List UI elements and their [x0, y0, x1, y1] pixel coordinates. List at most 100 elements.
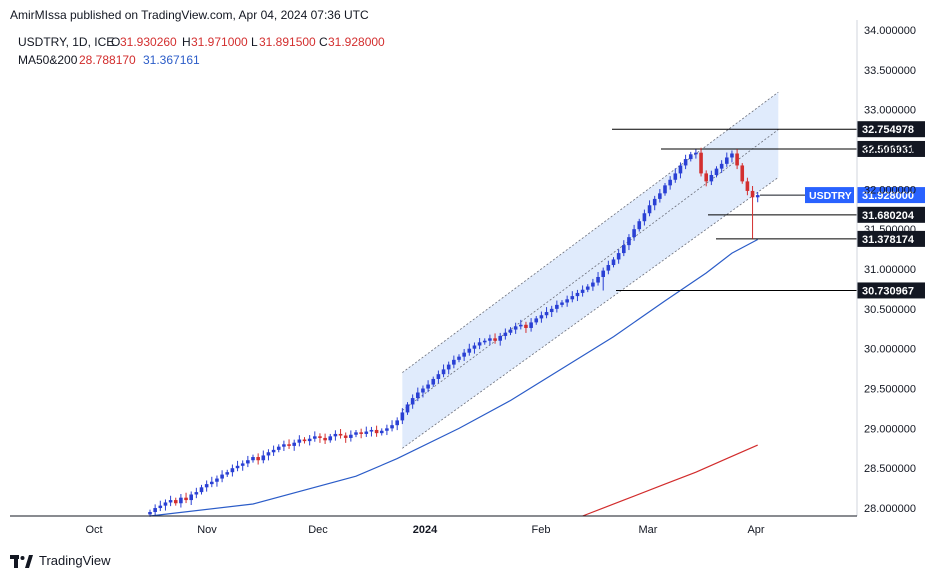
candle-body-58 [446, 364, 451, 370]
candle-body-10 [199, 487, 204, 493]
candle-body-87 [596, 276, 600, 283]
candle-body-111 [719, 163, 724, 169]
candle-body-22 [261, 455, 266, 461]
y-tick-label-8: 30.000000 [864, 344, 916, 356]
chart-legend: USDTRY, 1D, ICE O 31.930260 H 31.971000 … [18, 35, 385, 67]
y-tick-label-3: 32.500000 [864, 145, 916, 157]
candle-body-73 [524, 324, 528, 328]
candle-body-109 [709, 175, 714, 182]
candle-body-98 [652, 198, 657, 206]
candle-body-61 [462, 352, 466, 357]
candle-body-46 [385, 428, 389, 431]
y-tick-label-2: 33.000000 [864, 105, 916, 117]
candle-body-97 [647, 205, 652, 214]
legend-open-label: O [111, 35, 120, 49]
candles [148, 147, 760, 517]
y-tick-label-10: 29.000000 [864, 423, 916, 435]
x-tick-label-feb: Feb [532, 524, 551, 536]
candle-body-28 [292, 442, 296, 446]
candle-body-99 [658, 193, 662, 199]
legend-ma200-value: 28.788170 [79, 53, 136, 67]
candle-body-81 [565, 299, 569, 303]
candle-body-64 [477, 342, 482, 346]
tradingview-footer[interactable]: TradingView [10, 553, 111, 568]
candle-body-106 [694, 152, 698, 155]
candle-body-60 [457, 356, 461, 360]
candle-body-19 [246, 460, 250, 464]
candle-body-118 [755, 195, 760, 198]
candle-body-67 [493, 338, 497, 341]
candle-body-78 [549, 308, 554, 313]
time-axis[interactable]: Oct Nov Dec 2024 Feb Mar Apr [85, 524, 764, 536]
candle-body-31 [307, 438, 312, 442]
legend-symbol: USDTRY, 1D, ICE [18, 35, 114, 49]
level-label-0: 32.754978 [862, 124, 914, 136]
last-price-tag [857, 187, 925, 204]
candle-body-68 [498, 335, 502, 341]
x-tick-label-2024: 2024 [413, 524, 438, 536]
candle-body-3 [163, 502, 168, 506]
candle-body-20 [251, 457, 255, 461]
candle-body-16 [230, 468, 235, 473]
candle-body-45 [379, 430, 384, 434]
candle-body-62 [467, 348, 472, 353]
candle-body-91 [616, 253, 621, 260]
candle-body-94 [632, 229, 636, 238]
candle-body-43 [369, 429, 374, 432]
candle-body-89 [606, 265, 611, 271]
candle-body-70 [508, 329, 513, 333]
level-tag-2 [857, 206, 925, 223]
candle-body-42 [364, 431, 369, 434]
candle-body-90 [611, 259, 616, 266]
x-tick-label-dec: Dec [308, 524, 328, 536]
candle-body-1 [153, 508, 157, 513]
y-tick-label-12: 28.000000 [864, 503, 916, 515]
candle-body-59 [452, 359, 456, 365]
level-tag-0 [857, 121, 925, 138]
candle-body-79 [555, 304, 559, 309]
moving-averages [149, 238, 758, 517]
legend-open-value: 31.930260 [120, 35, 177, 49]
price-axis[interactable]: 34.000000 33.500000 33.000000 32.500000 32.0… [864, 25, 916, 515]
candle-body-4 [168, 500, 173, 503]
candle-body-49 [400, 412, 405, 421]
candle-body-52 [416, 392, 420, 399]
candle-body-85 [585, 286, 590, 290]
channel-lower-line [402, 177, 779, 449]
candle-body-36 [333, 433, 338, 437]
legend-high-value: 31.971000 [191, 35, 248, 49]
candle-body-48 [395, 420, 399, 426]
tradingview-logo-icon [10, 554, 33, 568]
candle-body-32 [313, 436, 317, 439]
candle-body-8 [189, 494, 193, 501]
level-tag-1 [857, 140, 925, 157]
candle-body-33 [318, 436, 322, 438]
candle-body-105 [688, 154, 693, 160]
x-tick-label-nov: Nov [197, 524, 217, 536]
candle-body-27 [287, 444, 291, 446]
x-tick-label-mar: Mar [639, 524, 658, 536]
candle-body-7 [184, 497, 188, 501]
candle-body-17 [235, 465, 240, 469]
candle-body-95 [637, 221, 642, 230]
candle-body-77 [544, 312, 549, 316]
candle-body-76 [539, 315, 544, 319]
legend-low-value: 31.891500 [259, 35, 316, 49]
x-tick-label-apr: Apr [747, 524, 764, 536]
candle-body-38 [343, 435, 348, 438]
candle-body-21 [256, 457, 260, 461]
legend-close-label: C [319, 35, 328, 49]
candle-body-2 [158, 505, 163, 509]
candle-body-113 [730, 153, 734, 158]
candle-body-110 [714, 168, 719, 176]
candle-body-93 [627, 237, 631, 246]
candle-body-53 [421, 388, 425, 393]
candle-body-88 [601, 270, 605, 277]
candle-body-41 [359, 432, 363, 434]
candle-body-104 [683, 159, 688, 166]
candle-body-116 [745, 181, 750, 191]
candle-body-83 [575, 292, 580, 297]
candle-body-56 [436, 374, 441, 379]
candle-body-14 [220, 474, 224, 479]
